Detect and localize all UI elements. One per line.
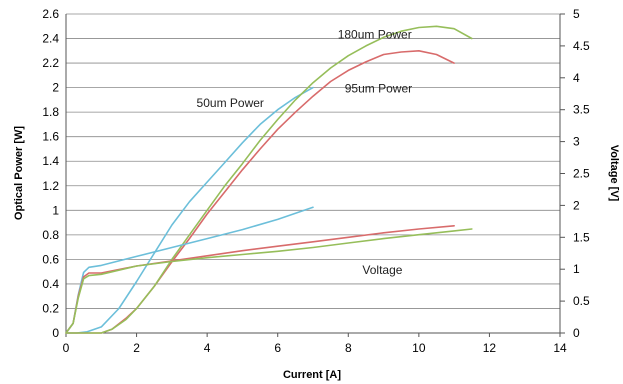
y-tick-label: 2.2: [42, 56, 59, 70]
y-tick-label: 1.6: [42, 130, 59, 144]
y2-tick-label: 3.5: [573, 103, 590, 117]
series-line-5: [65, 228, 473, 334]
x-tick-label: 10: [412, 341, 426, 355]
y2-tick-label: 5: [573, 7, 580, 21]
y-tick-label: 0: [52, 326, 59, 340]
y2-tick-label: 0: [573, 326, 580, 340]
series-line-0: [65, 86, 314, 334]
series-line-3: [65, 206, 314, 334]
x-tick-label: 4: [204, 341, 211, 355]
annotation-label: 50um Power: [197, 96, 264, 110]
annotation-label: 180um Power: [338, 28, 412, 42]
y2-tick-label: 3: [573, 135, 580, 149]
y-tick-label: 1.4: [42, 154, 59, 168]
y-tick-label: 1.2: [42, 179, 59, 193]
y-tick-label: 2.6: [42, 7, 59, 21]
x-tick-label: 0: [63, 341, 70, 355]
axes: [65, 13, 565, 337]
annotations: 180um Power 95um Power 50um Power Voltage: [197, 28, 413, 278]
y-tick-label: 2.4: [42, 32, 59, 46]
y2-tick-label: 0.5: [573, 294, 590, 308]
series-line-1: [65, 49, 455, 334]
y-tick-label: 0.8: [42, 228, 59, 242]
y-tick-label: 0.2: [42, 301, 59, 315]
y2-tick-label: 2.5: [573, 167, 590, 181]
x-tick-label: 2: [133, 341, 140, 355]
gridlines: [66, 13, 560, 309]
series-lines: [65, 25, 473, 334]
y2-axis-label: Voltage [V]: [608, 145, 620, 202]
y2-tick-label: 4.5: [573, 39, 590, 53]
y-tick-label: 1: [52, 203, 59, 217]
y-tick-label: 2: [52, 81, 59, 95]
x-tick-label: 14: [553, 341, 567, 355]
annotation-label: Voltage: [362, 263, 402, 277]
y-tick-label: 0.4: [42, 277, 59, 291]
x-tick-label: 6: [274, 341, 281, 355]
series-line-4: [65, 225, 455, 334]
x-axis-label: Current [A]: [283, 369, 341, 381]
y-axis-label: Optical Power [W]: [13, 126, 25, 220]
y-tick-label: 1.8: [42, 105, 59, 119]
y2-tick-label: 2: [573, 198, 580, 212]
y2-tick-label: 1: [573, 262, 580, 276]
x-tick-label: 8: [345, 341, 352, 355]
series-line-2: [65, 25, 473, 334]
y-tick-label: 0.6: [42, 252, 59, 266]
y2-tick-label: 1.5: [573, 230, 590, 244]
annotation-label: 95um Power: [345, 82, 412, 96]
x-tick-label: 12: [483, 341, 497, 355]
y2-tick-label: 4: [573, 71, 580, 85]
tick-labels: 0 0.2 0.4 0.6 0.8 1 1.2 1.4 1.6 1.8 2 2.2 2.4 2.6 0 0.5…: [42, 7, 590, 355]
